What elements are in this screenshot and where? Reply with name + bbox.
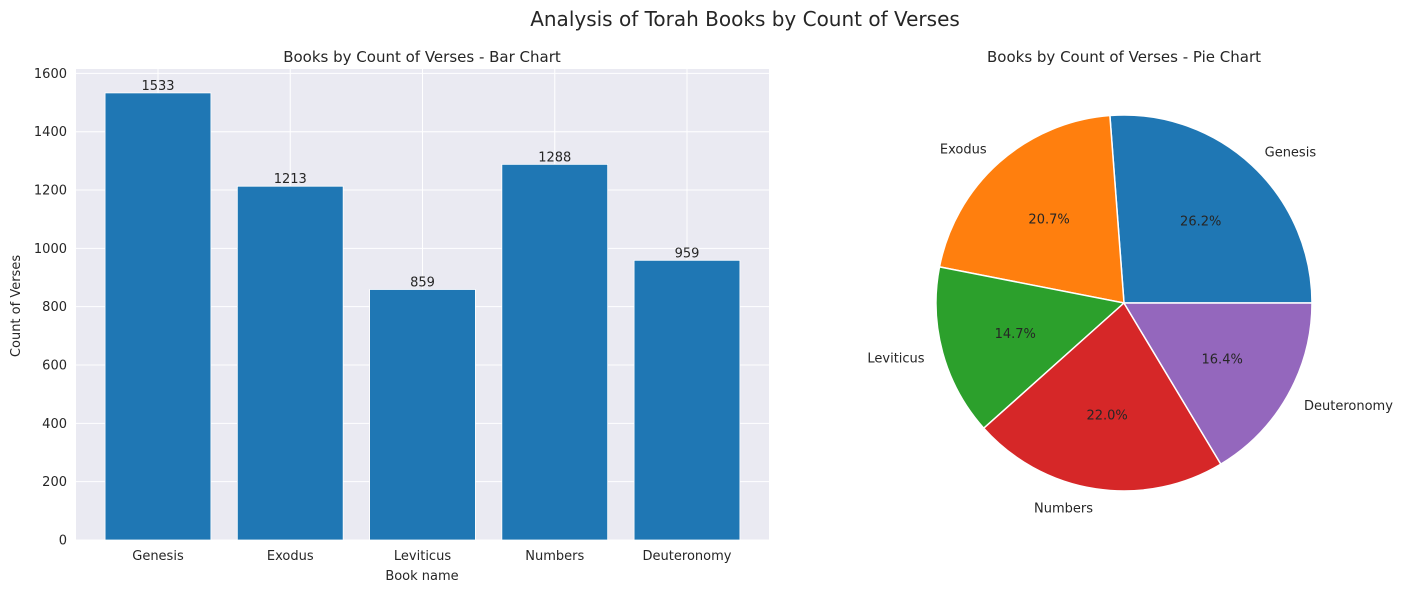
bar-x-axis-label: Book name [385,569,458,584]
bar-plot-area: 0 200 400 600 800 1000 1200 1400 1600 1533 Genesis… [34,67,769,564]
bar [501,163,609,541]
y-tick-label: 200 [42,475,67,490]
pie-percent-label: 14.7% [995,327,1036,342]
pie-slice-label: Leviticus [867,352,924,367]
pie-percent-label: 26.2% [1180,214,1221,229]
pie-slice [1123,302,1313,465]
y-tick-label: 0 [59,534,67,549]
pie-chart: Books by Count of Verses - Pie Chart Gen… [867,48,1393,516]
y-tick-label: 1400 [34,125,67,140]
y-tick-label: 800 [42,300,67,315]
pie-slice-label: Genesis [1265,145,1317,160]
bar-value-label: 959 [675,246,700,261]
bar [633,259,741,541]
pie-percent-label: 20.7% [1028,213,1069,228]
pie-slice-label: Exodus [940,142,987,157]
x-tick-label: Numbers [525,549,584,564]
x-tick-label: Leviticus [394,549,451,564]
bar-chart-title: Books by Count of Verses - Bar Chart [283,48,561,66]
bar [104,92,212,541]
pie-slice [983,302,1222,492]
pie-percent-label: 22.0% [1086,409,1127,424]
bar-y-axis-label: Count of Verses [9,255,24,357]
y-tick-label: 600 [42,359,67,374]
y-tick-label: 1200 [34,184,67,199]
y-tick-label: 1000 [34,242,67,257]
x-tick-label: Genesis [132,549,184,564]
pie-slice [1109,114,1313,304]
pie-slice [935,266,1125,429]
x-tick-label: Exodus [267,549,314,564]
bar [236,185,344,541]
pie-slice-label: Numbers [1034,501,1093,516]
bar-value-label: 1288 [538,150,571,165]
bar [369,289,476,541]
y-tick-label: 1600 [34,67,67,82]
pie-slice [938,114,1125,304]
bar-value-label: 1533 [141,79,174,94]
y-tick-label: 400 [42,417,67,432]
x-tick-label: Deuteronomy [643,549,732,564]
pie-plot-area: Genesis 26.2% Exodus 20.7% Leviticus 14.7% Num… [867,114,1393,516]
figure-title: Analysis of Torah Books by Count of Vers… [530,7,960,31]
bar-chart: Books by Count of Verses - Bar Chart 0 20… [9,48,769,584]
bar-value-label: 859 [410,275,435,290]
bar-value-label: 1213 [274,172,307,187]
pie-slice-label: Deuteronomy [1304,399,1393,414]
pie-percent-label: 16.4% [1202,353,1243,368]
pie-chart-title: Books by Count of Verses - Pie Chart [987,48,1261,66]
